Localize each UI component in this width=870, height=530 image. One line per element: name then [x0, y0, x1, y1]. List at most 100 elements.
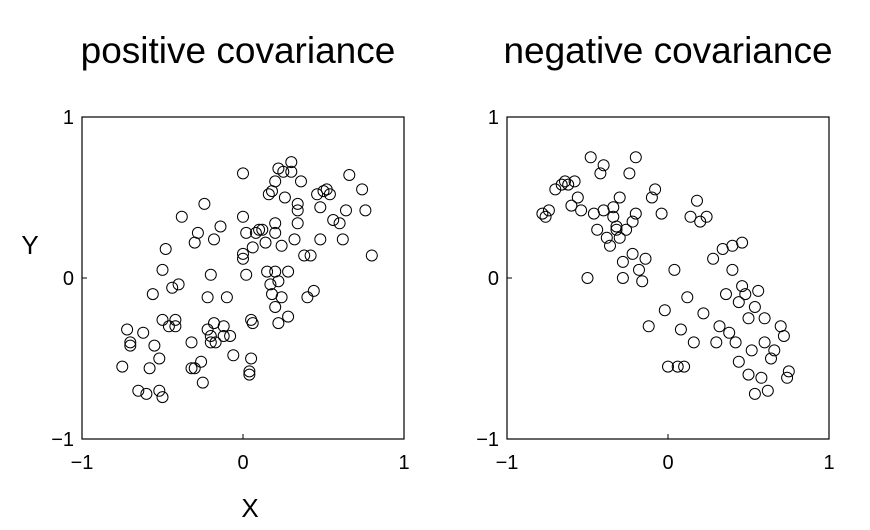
data-point — [732, 355, 745, 368]
data-point — [777, 330, 790, 342]
data-point — [607, 201, 620, 214]
data-point — [758, 336, 771, 349]
data-point — [626, 247, 639, 260]
data-point — [237, 210, 249, 223]
data-point — [201, 323, 214, 336]
data-point — [288, 233, 301, 246]
axis-ticks: −1 0 1 −1 0 1 — [51, 107, 409, 474]
data-point — [639, 252, 652, 265]
data-point — [172, 278, 185, 291]
data-point — [291, 197, 304, 210]
data-point — [616, 255, 629, 268]
data-point — [243, 365, 256, 378]
data-point — [278, 191, 291, 204]
data-point — [314, 201, 327, 214]
data-point — [156, 263, 169, 276]
axis-ticks: −1 0 1 −1 0 1 — [476, 107, 834, 474]
data-point — [262, 188, 275, 201]
data-point — [629, 207, 642, 220]
data-point — [694, 215, 707, 228]
data-point — [220, 291, 233, 304]
data-point — [275, 291, 288, 304]
data-point — [116, 360, 129, 373]
data-point — [745, 344, 758, 357]
data-point — [317, 185, 330, 198]
data-point — [272, 317, 285, 330]
data-point — [307, 284, 320, 297]
data-point — [282, 265, 295, 278]
data-point — [732, 296, 745, 309]
data-point — [365, 249, 378, 262]
x-tick-label: 0 — [662, 452, 673, 474]
data-point — [726, 263, 739, 276]
data-point — [327, 214, 340, 226]
data-point — [742, 312, 755, 325]
data-point — [204, 336, 217, 349]
data-point — [559, 175, 571, 188]
data-point — [662, 360, 674, 373]
data-point — [124, 336, 137, 349]
data-point — [687, 336, 700, 349]
data-point — [626, 215, 639, 228]
data-point — [237, 167, 249, 180]
data-point — [681, 291, 694, 304]
data-point — [249, 226, 262, 239]
data-points — [536, 151, 795, 400]
data-point — [568, 175, 581, 188]
negative-covariance-panel: negative covariance −1 0 1 −1 0 1 — [476, 30, 834, 474]
data-point — [707, 252, 720, 265]
data-point — [237, 247, 249, 260]
y-axis-label: Y — [21, 230, 38, 260]
data-point — [761, 384, 774, 397]
data-point — [185, 336, 198, 349]
data-point — [555, 178, 568, 191]
x-tick-label: 1 — [398, 452, 409, 474]
data-point — [277, 165, 290, 178]
data-point — [169, 313, 182, 326]
data-point — [613, 231, 626, 244]
data-point — [253, 223, 266, 236]
data-point — [185, 362, 198, 375]
data-point — [153, 384, 166, 397]
data-point — [600, 231, 613, 244]
data-point — [752, 284, 765, 297]
data-point — [285, 156, 298, 169]
data-point — [645, 191, 658, 204]
data-point — [720, 288, 732, 301]
data-point — [604, 239, 616, 252]
y-tick-label: 0 — [63, 268, 74, 290]
data-point — [301, 291, 314, 304]
data-point — [140, 387, 153, 400]
data-point — [781, 371, 794, 384]
data-point — [240, 226, 253, 239]
data-point — [269, 301, 282, 313]
data-point — [356, 183, 369, 196]
data-point — [214, 220, 227, 233]
data-point — [137, 326, 150, 339]
data-point — [188, 362, 201, 375]
data-point — [311, 188, 324, 201]
data-point — [295, 175, 307, 188]
chart-title: negative covariance — [503, 30, 832, 71]
data-point — [597, 159, 610, 172]
data-point — [742, 368, 755, 381]
data-point — [148, 339, 161, 352]
positive-covariance-panel: positive covariance −1 0 1 −1 0 1 — [51, 30, 409, 474]
y-tick-label: 0 — [488, 268, 499, 290]
y-tick-label: −1 — [51, 429, 74, 451]
data-point — [629, 151, 642, 164]
data-point — [584, 151, 597, 164]
data-point — [575, 204, 588, 217]
data-point — [243, 368, 256, 381]
data-point — [156, 391, 169, 404]
x-axis-label: X — [241, 493, 258, 523]
data-point — [729, 336, 742, 349]
data-point — [259, 236, 272, 249]
data-point — [594, 167, 607, 180]
data-point — [256, 223, 269, 236]
data-point — [571, 191, 584, 204]
data-point — [298, 249, 311, 262]
data-point — [132, 384, 145, 397]
data-point — [549, 183, 562, 196]
data-point — [691, 194, 703, 207]
